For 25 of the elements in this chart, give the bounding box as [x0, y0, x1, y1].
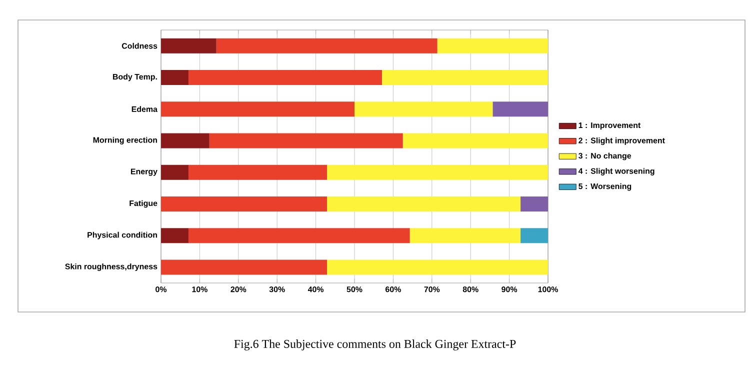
bar — [327, 196, 521, 212]
bar — [161, 196, 328, 212]
bar — [410, 228, 521, 244]
bar — [161, 102, 355, 117]
bar — [354, 102, 493, 117]
bar — [161, 164, 188, 180]
bar — [520, 196, 548, 212]
bar — [402, 133, 548, 148]
bar — [520, 228, 548, 244]
bar — [216, 38, 438, 54]
bar — [161, 38, 216, 54]
bar — [161, 133, 210, 148]
bar — [161, 70, 188, 85]
caption: Fig.6 The Subjective comments on Black Ginger Extract-P — [234, 340, 516, 350]
bar — [188, 228, 410, 244]
bar — [188, 70, 382, 85]
bar — [161, 260, 328, 275]
bar — [327, 260, 548, 275]
bar — [188, 164, 328, 180]
bar — [209, 133, 403, 148]
bar — [437, 38, 548, 54]
bar — [492, 102, 548, 117]
bar — [382, 70, 548, 85]
bar — [161, 228, 188, 244]
bar — [327, 164, 548, 180]
